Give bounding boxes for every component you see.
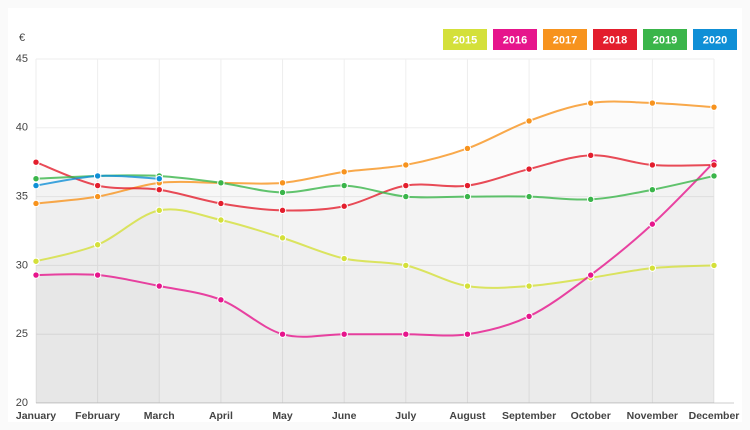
legend-item: 2018: [593, 29, 637, 50]
y-axis-label: €: [19, 32, 25, 44]
data-point: [710, 261, 718, 270]
legend-label: 2017: [553, 34, 577, 46]
chart-panel: [8, 8, 742, 422]
data-point: [402, 330, 410, 338]
legend-label: 2016: [503, 34, 527, 46]
data-point: [648, 99, 657, 107]
series-line: [35, 174, 715, 201]
x-tick-label: February: [75, 410, 120, 422]
data-point: [587, 271, 595, 279]
data-point: [402, 161, 410, 169]
data-point: [155, 186, 163, 194]
data-point: [340, 254, 348, 263]
data-point: [278, 234, 287, 242]
data-point: [648, 161, 657, 169]
data-point: [710, 103, 718, 111]
data-point: [648, 220, 657, 228]
data-point: [93, 181, 102, 190]
legend-item: 2020: [693, 29, 737, 50]
x-tick-label: March: [144, 410, 175, 422]
data-point: [155, 175, 163, 183]
y-tick-label: 45: [16, 53, 28, 65]
data-point: [278, 179, 287, 187]
data-point: [587, 195, 595, 204]
x-tick-label: June: [332, 410, 357, 422]
data-point: [525, 117, 533, 125]
x-tick-label: July: [395, 410, 416, 422]
data-point: [340, 168, 348, 176]
data-point: [340, 202, 348, 210]
data-point: [463, 192, 472, 201]
data-point: [93, 192, 102, 201]
x-tick-label: April: [209, 410, 233, 422]
data-point: [32, 199, 40, 208]
x-tick-label: December: [689, 410, 740, 422]
data-point: [402, 181, 410, 190]
data-point: [587, 99, 595, 107]
data-point: [278, 206, 287, 215]
y-tick-label: 40: [16, 122, 28, 134]
data-point: [217, 179, 225, 187]
data-point: [32, 175, 40, 183]
data-point: [648, 186, 657, 194]
data-point: [93, 172, 102, 180]
y-tick-label: 30: [16, 259, 28, 271]
data-point: [217, 296, 225, 304]
y-tick-label: 25: [16, 328, 28, 340]
data-point: [340, 181, 348, 190]
data-point: [402, 192, 410, 201]
legend-label: 2018: [603, 34, 627, 46]
data-point: [463, 181, 472, 190]
x-tick-label: November: [627, 410, 678, 422]
data-point: [525, 282, 533, 290]
legend-swatch: [443, 29, 487, 50]
data-point: [93, 271, 102, 279]
data-point: [93, 241, 102, 249]
legend-swatch: [593, 29, 637, 50]
legend-item: 2019: [643, 29, 687, 50]
legend-label: 2020: [703, 34, 727, 46]
data-point: [402, 261, 410, 270]
data-point: [587, 151, 595, 160]
legend-item: 2017: [543, 29, 587, 50]
x-tick-label: October: [571, 410, 611, 422]
x-tick-label: May: [272, 410, 293, 422]
data-point: [710, 161, 718, 169]
data-point: [155, 206, 163, 215]
data-point: [525, 312, 533, 321]
legend-swatch: [543, 29, 587, 50]
data-point: [463, 330, 472, 338]
data-point: [463, 282, 472, 290]
data-point: [217, 216, 225, 224]
data-point: [340, 330, 348, 338]
x-tick-label: January: [16, 410, 56, 422]
y-tick-label: 35: [16, 191, 28, 203]
data-point: [648, 264, 657, 272]
data-point: [525, 192, 533, 201]
legend-item: 2015: [443, 29, 487, 50]
y-tick-label: 20: [16, 397, 28, 409]
area-fill: [36, 176, 159, 403]
data-point: [525, 165, 533, 173]
data-point: [278, 330, 287, 338]
x-tick-label: August: [449, 410, 486, 422]
data-point: [710, 172, 718, 180]
data-point: [32, 257, 40, 265]
data-point: [217, 199, 225, 208]
legend-item: 2016: [493, 29, 537, 50]
legend-label: 2019: [653, 34, 677, 46]
data-point: [32, 158, 40, 166]
data-point: [155, 282, 163, 290]
x-tick-label: September: [502, 410, 556, 422]
data-point: [278, 188, 287, 197]
legend-swatch: [693, 29, 737, 50]
legend-label: 2015: [453, 34, 477, 46]
legend-swatch: [493, 29, 537, 50]
data-point: [32, 181, 40, 190]
legend-swatch: [643, 29, 687, 50]
data-point: [463, 144, 472, 153]
data-point: [32, 271, 40, 279]
